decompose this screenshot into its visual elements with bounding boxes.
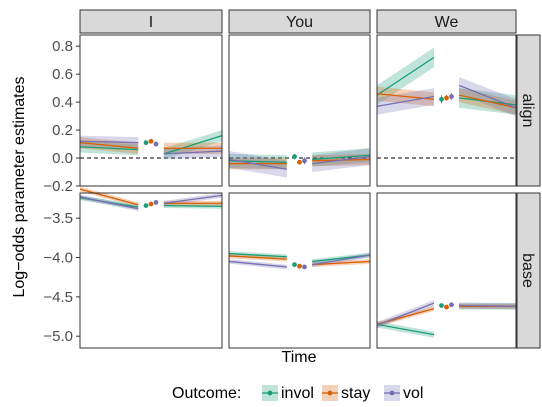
- point-marker-vol: [302, 264, 307, 270]
- column-strip-label: You: [286, 14, 313, 31]
- series-line-invol: [376, 56, 435, 96]
- y-tick-label: −4.5: [43, 289, 73, 306]
- legend: Outcome: invol stay vol: [172, 385, 423, 402]
- point-marker-invol: [292, 154, 297, 160]
- y-tick-label: 0.6: [52, 66, 73, 83]
- point-marker-stay: [148, 201, 154, 207]
- panels-layer: I You We align 0.8 0.6 0.4 0.2 0.0 −0.2 base −3.5 −4…: [43, 9, 541, 349]
- row-strip-label: base: [519, 253, 536, 288]
- series-line-invol: [376, 323, 435, 336]
- point-marker-vol: [449, 302, 454, 308]
- column-strip-label: I: [149, 14, 153, 31]
- series-line-stay: [458, 94, 517, 109]
- point-marker-vol: [302, 158, 307, 164]
- series-line-invol: [163, 204, 223, 208]
- legend-label-vol: vol: [403, 385, 423, 402]
- series-line-vol: [79, 140, 139, 144]
- y-axis-title: Log−odds parameter estimates: [11, 76, 28, 297]
- panel-background: [80, 193, 222, 348]
- y-tick-label: 0.2: [52, 122, 73, 139]
- panel-background: [377, 35, 516, 186]
- row-strip-align: [516, 34, 541, 187]
- column-strip-label: We: [435, 14, 459, 31]
- row-strip-label: align: [519, 94, 536, 128]
- panel-base-we: [376, 192, 517, 349]
- panel-align-you: [228, 34, 371, 187]
- series-line-stay: [79, 142, 139, 149]
- panel-base-you: [228, 192, 371, 349]
- series-line-vol: [228, 158, 287, 170]
- point-marker-invol: [292, 262, 297, 267]
- series-line-stay: [79, 188, 139, 206]
- point-marker-vol: [153, 141, 159, 147]
- series-line-vol: [312, 155, 371, 165]
- series-line-vol: [376, 95, 435, 107]
- series-line-invol: [163, 135, 223, 155]
- panel-border: [228, 34, 371, 187]
- point-marker-stay: [444, 95, 449, 101]
- series-line-vol: [376, 302, 435, 326]
- legend-label-stay: stay: [341, 385, 370, 402]
- series-line-vol: [79, 196, 139, 210]
- panel-border: [79, 192, 223, 349]
- legend-key-point-stay: [327, 390, 333, 396]
- panel-border: [376, 192, 517, 349]
- panel-background: [229, 193, 370, 348]
- series-line-vol: [459, 304, 517, 307]
- column-strip-you: [228, 9, 371, 34]
- y-tick-label: 0.4: [52, 94, 73, 111]
- x-axis-title: Time: [282, 349, 317, 366]
- y-tick-label: −5.0: [43, 328, 73, 345]
- point-marker-stay: [297, 263, 302, 269]
- series-line-invol: [228, 252, 287, 258]
- series-line-stay: [312, 260, 371, 266]
- series-line-vol: [312, 254, 371, 266]
- point-marker-stay: [297, 159, 302, 165]
- y-tick-label: −3.5: [43, 210, 73, 227]
- series-line-stay: [228, 255, 287, 260]
- series-line-invol: [79, 146, 139, 151]
- series-line-vol: [163, 150, 223, 155]
- point-marker-invol: [143, 140, 149, 146]
- panel-border: [228, 192, 371, 349]
- legend-key-point-vol: [389, 390, 395, 396]
- point-marker-vol: [153, 200, 159, 205]
- series-line-vol: [163, 194, 223, 204]
- series-line-invol: [312, 154, 371, 161]
- series-line-vol: [228, 260, 287, 268]
- panel-align-we: [376, 34, 517, 187]
- y-tick-label: −4.0: [43, 250, 73, 267]
- series-line-vol: [458, 84, 517, 109]
- point-marker-stay: [148, 138, 154, 144]
- point-marker-invol: [143, 203, 149, 208]
- point-marker-stay: [444, 304, 449, 310]
- y-tick-label: −0.2: [43, 178, 73, 195]
- panel-background: [377, 193, 516, 348]
- panel-border: [79, 34, 223, 187]
- panel-align-i: [79, 34, 223, 187]
- panel-border: [376, 34, 517, 187]
- y-tick-label: 0.0: [52, 150, 73, 167]
- column-strip-we: [376, 9, 517, 34]
- legend-title: Outcome:: [172, 385, 241, 402]
- legend-key-point-invol: [267, 390, 273, 396]
- legend-label-invol: invol: [281, 385, 314, 402]
- point-marker-invol: [439, 96, 444, 102]
- panel-base-i: [79, 186, 223, 349]
- y-tick-label: 0.8: [52, 38, 73, 55]
- point-marker-vol: [449, 94, 454, 99]
- panel-background: [80, 35, 222, 186]
- point-marker-invol: [439, 303, 444, 308]
- column-strip-i: [79, 9, 223, 34]
- row-strip-base: [516, 192, 541, 349]
